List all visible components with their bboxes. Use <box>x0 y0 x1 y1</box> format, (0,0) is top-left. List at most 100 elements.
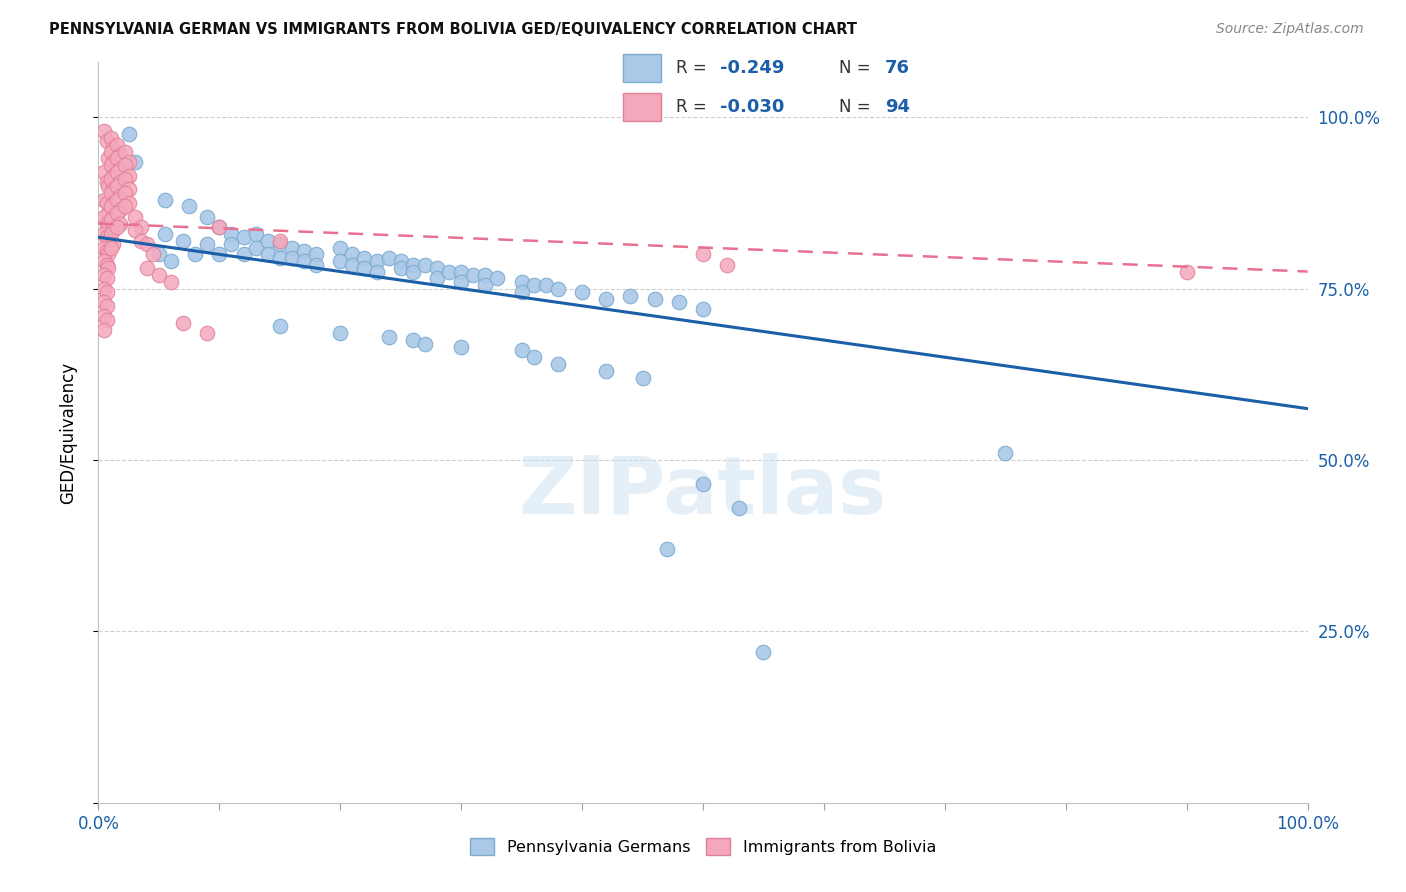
Point <box>595 292 617 306</box>
Point <box>114 186 136 200</box>
Point <box>728 501 751 516</box>
Point <box>96 230 118 244</box>
FancyBboxPatch shape <box>623 54 661 82</box>
Point <box>692 477 714 491</box>
Point <box>221 237 243 252</box>
Point <box>221 227 243 241</box>
Text: N =: N = <box>839 59 876 77</box>
Point <box>547 282 569 296</box>
Point <box>208 219 231 234</box>
Point <box>450 264 472 278</box>
Point <box>510 285 533 299</box>
FancyBboxPatch shape <box>623 93 661 120</box>
Point <box>101 210 124 224</box>
Point <box>752 645 775 659</box>
Point <box>93 240 115 255</box>
Text: PENNSYLVANIA GERMAN VS IMMIGRANTS FROM BOLIVIA GED/EQUIVALENCY CORRELATION CHART: PENNSYLVANIA GERMAN VS IMMIGRANTS FROM B… <box>49 22 858 37</box>
Point <box>463 268 485 282</box>
Point <box>108 217 131 231</box>
Point <box>655 542 678 557</box>
Point <box>100 213 122 227</box>
Point <box>510 275 533 289</box>
Point <box>97 234 120 248</box>
Point <box>105 137 128 152</box>
Point <box>96 244 118 258</box>
Point <box>101 154 124 169</box>
Point <box>329 326 352 341</box>
Point <box>269 251 291 265</box>
Point <box>96 285 118 299</box>
Point <box>413 258 436 272</box>
Point <box>366 264 388 278</box>
Point <box>353 251 375 265</box>
Point <box>245 227 267 241</box>
Point <box>100 131 122 145</box>
Point <box>195 326 218 341</box>
Point <box>329 240 352 255</box>
Point <box>281 240 304 255</box>
Point <box>160 275 183 289</box>
Y-axis label: GED/Equivalency: GED/Equivalency <box>59 361 77 504</box>
Point <box>281 251 304 265</box>
Point <box>644 292 666 306</box>
Point <box>96 312 118 326</box>
Point <box>129 219 152 234</box>
Text: ZIPatlas: ZIPatlas <box>519 453 887 531</box>
Point <box>692 247 714 261</box>
Point <box>474 268 496 282</box>
Point <box>124 154 146 169</box>
Point <box>97 261 120 276</box>
Point <box>118 154 141 169</box>
Point <box>195 210 218 224</box>
Point <box>108 175 131 189</box>
Point <box>208 219 231 234</box>
Point <box>101 169 124 183</box>
Point <box>100 227 122 241</box>
Point <box>402 333 425 347</box>
Point <box>93 282 115 296</box>
Legend: Pennsylvania Germans, Immigrants from Bolivia: Pennsylvania Germans, Immigrants from Bo… <box>464 832 942 862</box>
Point <box>100 158 122 172</box>
Point <box>100 199 122 213</box>
Point <box>692 302 714 317</box>
Point <box>96 134 118 148</box>
Point <box>153 193 176 207</box>
Text: N =: N = <box>839 98 876 116</box>
Point <box>96 175 118 189</box>
Text: R =: R = <box>676 98 713 116</box>
Point <box>329 254 352 268</box>
Point <box>486 271 509 285</box>
Point <box>97 152 120 166</box>
Point <box>450 340 472 354</box>
Point <box>93 193 115 207</box>
Point <box>108 148 131 162</box>
Point <box>232 247 254 261</box>
Point <box>269 234 291 248</box>
Point <box>96 299 118 313</box>
Point <box>437 264 460 278</box>
Point <box>534 278 557 293</box>
Point <box>510 343 533 358</box>
Point <box>245 240 267 255</box>
Point <box>114 145 136 159</box>
Point <box>93 323 115 337</box>
Point <box>305 258 328 272</box>
Point <box>148 247 170 261</box>
Point <box>172 234 194 248</box>
Point <box>96 217 118 231</box>
Point <box>135 261 157 276</box>
Point <box>118 182 141 196</box>
Point <box>129 234 152 248</box>
Point <box>108 189 131 203</box>
Point <box>172 316 194 330</box>
Point <box>114 172 136 186</box>
Point <box>101 223 124 237</box>
Point <box>450 275 472 289</box>
Point <box>93 165 115 179</box>
Point <box>101 182 124 196</box>
Point <box>148 268 170 282</box>
Point <box>184 247 207 261</box>
Point <box>571 285 593 299</box>
Point <box>547 357 569 371</box>
Point <box>118 128 141 142</box>
